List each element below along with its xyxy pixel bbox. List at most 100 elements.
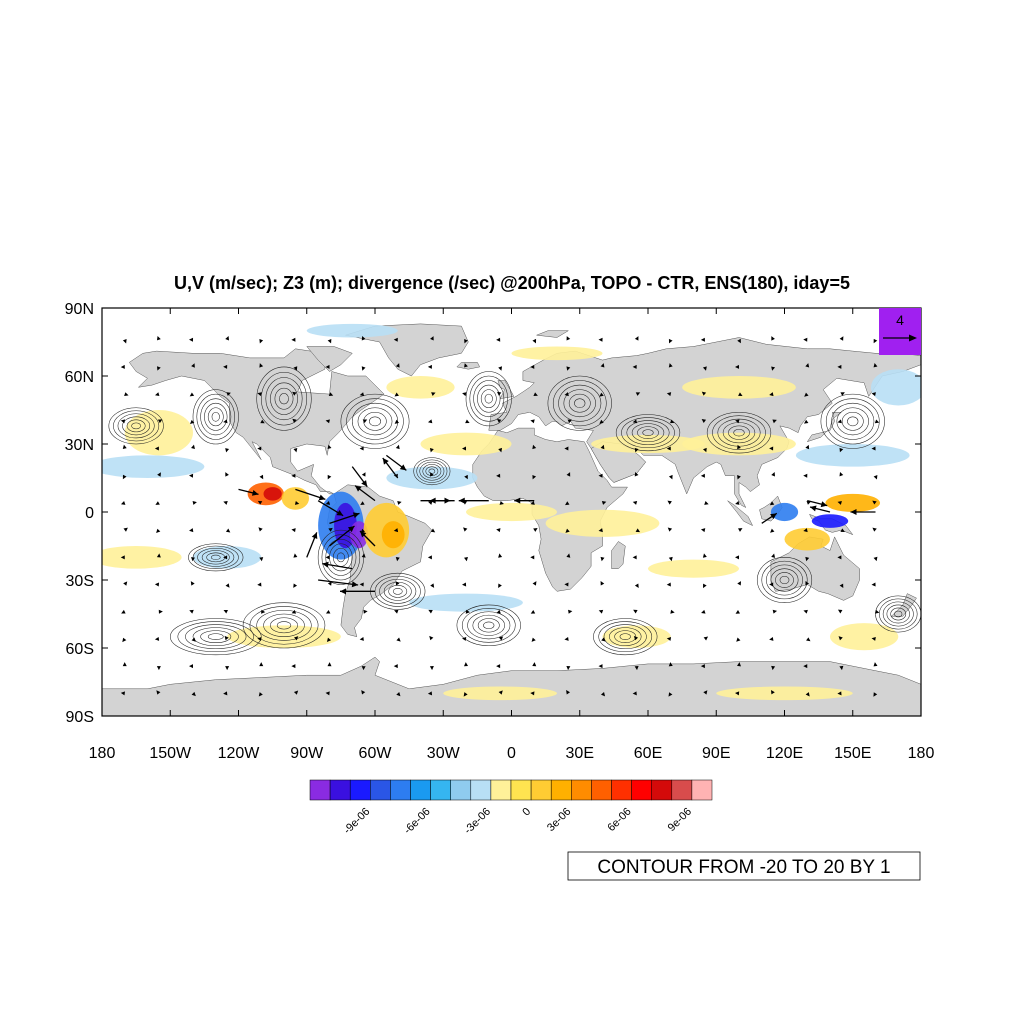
small-wind-vector — [496, 418, 502, 423]
small-wind-vector — [735, 364, 740, 369]
small-wind-vector — [668, 662, 673, 667]
small-wind-vector — [223, 691, 228, 696]
divergence-patch — [716, 686, 853, 701]
small-wind-vector — [496, 473, 501, 478]
small-wind-vector — [532, 474, 537, 480]
height-contour — [363, 411, 387, 431]
colorbar-box — [470, 779, 492, 801]
small-wind-vector — [189, 664, 193, 669]
small-wind-vector — [772, 419, 777, 424]
small-wind-vector — [499, 501, 504, 505]
small-wind-vector — [530, 364, 535, 369]
small-wind-vector — [738, 528, 743, 532]
colorbar-label: 3e-06 — [545, 806, 573, 834]
height-contour — [263, 613, 305, 637]
wind-vector — [295, 488, 326, 501]
x-tick-label: 120W — [218, 745, 261, 762]
small-wind-vector — [120, 555, 125, 560]
small-wind-vector — [462, 446, 467, 451]
small-wind-vector — [156, 666, 161, 671]
small-wind-vector — [700, 337, 705, 342]
y-tick-label: 30N — [65, 437, 94, 454]
small-wind-vector — [700, 528, 706, 533]
land-greenland — [345, 323, 469, 377]
small-wind-vector — [670, 609, 675, 614]
small-wind-vector — [735, 501, 740, 505]
wind-vector — [761, 512, 778, 524]
small-wind-vector — [191, 637, 196, 642]
small-wind-vector — [771, 665, 776, 671]
small-wind-vector — [872, 500, 877, 505]
small-wind-vector — [155, 501, 160, 505]
small-wind-vector — [395, 363, 400, 368]
small-wind-vector — [701, 609, 706, 614]
y-tick-label: 60S — [66, 641, 94, 658]
height-contour — [388, 585, 408, 598]
small-wind-vector — [192, 500, 197, 505]
small-wind-vector — [530, 555, 535, 560]
small-wind-vector — [431, 392, 436, 396]
small-wind-vector — [226, 392, 231, 397]
small-wind-vector — [156, 528, 161, 534]
small-wind-vector — [803, 419, 809, 424]
wind-vectors — [120, 335, 880, 697]
small-wind-vector — [189, 528, 194, 533]
small-wind-vector — [462, 582, 467, 587]
small-wind-vector — [291, 337, 296, 342]
colorbar-box — [631, 779, 652, 801]
small-wind-vector — [634, 447, 639, 453]
small-wind-vector — [191, 691, 196, 697]
small-wind-vector — [462, 392, 467, 397]
small-wind-vector — [496, 528, 501, 533]
small-wind-vector — [598, 664, 603, 669]
small-wind-vector — [803, 337, 808, 342]
small-wind-vector — [738, 392, 743, 396]
small-wind-vector — [223, 501, 228, 505]
small-wind-vector — [360, 501, 365, 506]
height-contour — [728, 425, 750, 440]
y-tick-label: 90N — [65, 301, 94, 318]
colorbar-box — [410, 779, 431, 801]
small-wind-vector — [325, 501, 331, 505]
small-wind-vector — [261, 609, 266, 614]
small-wind-vector — [496, 391, 502, 396]
axis-ticks — [101, 307, 922, 717]
colorbar-box — [390, 779, 411, 801]
small-wind-vector — [328, 392, 334, 396]
height-contour — [200, 630, 232, 643]
colorbar-label: 6e-06 — [605, 806, 633, 834]
colorbar-label: -6e-06 — [402, 806, 433, 837]
small-wind-vector — [154, 446, 159, 451]
height-contour — [169, 618, 262, 656]
small-wind-vector — [566, 472, 571, 477]
small-wind-vector — [191, 444, 195, 450]
small-wind-vector — [496, 664, 501, 669]
colorbar-box — [671, 779, 693, 801]
y-axis-labels: 90N 60N 30N 0 30S 60S 90S — [65, 301, 94, 726]
small-wind-vector — [634, 665, 639, 671]
small-wind-vector — [666, 392, 672, 397]
small-wind-vector — [223, 419, 228, 424]
small-wind-vector — [769, 636, 774, 641]
height-contour — [593, 618, 658, 656]
x-tick-label: 150W — [149, 745, 192, 762]
small-wind-vector — [566, 690, 571, 695]
small-wind-vector — [840, 392, 845, 396]
small-wind-vector — [154, 582, 160, 587]
small-wind-vector — [223, 364, 228, 369]
small-wind-vector — [430, 528, 436, 533]
small-wind-vector — [837, 419, 842, 424]
small-wind-vector — [635, 528, 641, 533]
height-contour — [558, 384, 602, 422]
height-contour — [547, 375, 612, 431]
small-wind-vector — [735, 610, 741, 614]
height-contour — [706, 411, 772, 454]
wind-vector — [238, 488, 259, 496]
small-wind-vector — [258, 692, 263, 697]
height-contour — [820, 393, 885, 449]
height-contour — [185, 624, 247, 650]
wind-vector — [318, 579, 359, 588]
height-contour — [626, 420, 670, 446]
height-contour — [477, 618, 500, 633]
height-contour — [369, 416, 381, 427]
